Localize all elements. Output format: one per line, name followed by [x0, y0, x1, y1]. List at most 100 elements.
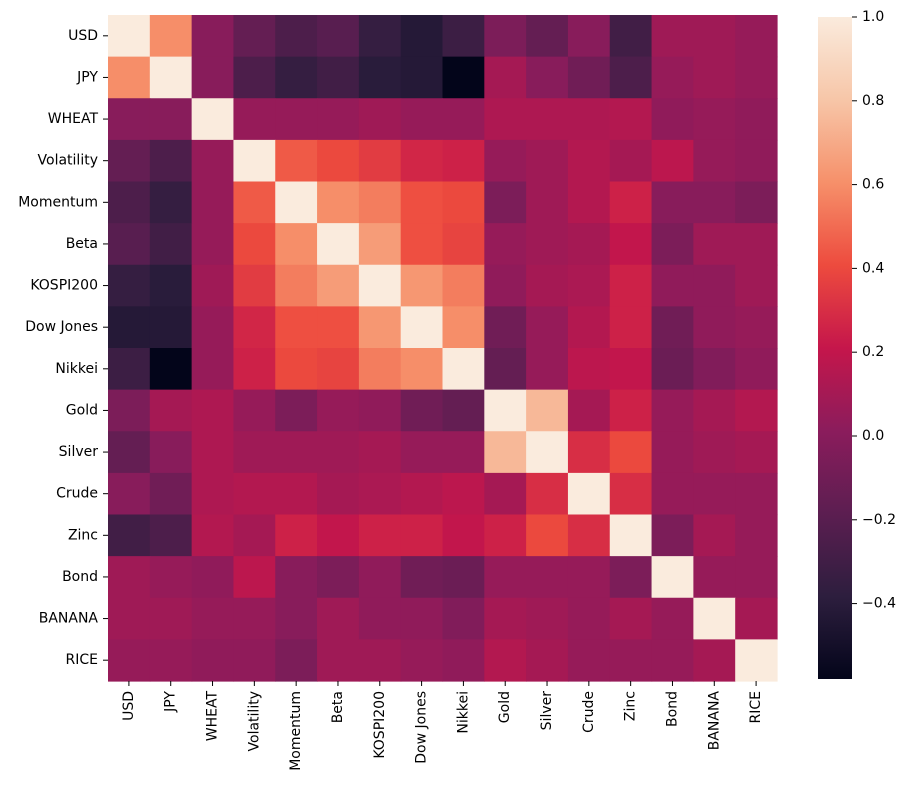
y-tick-label: Crude [56, 486, 98, 502]
y-tick-label: Zinc [68, 527, 98, 543]
heatmap-cell-wheat-zinc [609, 98, 653, 141]
colorbar [818, 17, 852, 679]
heatmap-cell-volatility-nikkei [442, 139, 485, 183]
heatmap-cell-nikkei-rice [735, 348, 778, 391]
y-tick-label: BANANA [39, 611, 99, 627]
heatmap-cell-dow-jones-zinc [609, 306, 653, 349]
heatmap-cell-bond-beta [317, 556, 360, 599]
heatmap-cell-dow-jones-dow-jones [400, 306, 444, 349]
heatmap-cell-nikkei-volatility [233, 348, 276, 391]
x-tick-label: Gold [497, 691, 513, 723]
heatmap-cell-gold-usd [108, 389, 151, 432]
heatmap-cell-nikkei-momentum [275, 348, 318, 391]
heatmap-cell-gold-zinc [609, 389, 653, 432]
heatmap-cell-rice-dow-jones [400, 639, 444, 682]
heatmap-cell-jpy-usd [108, 56, 151, 99]
heatmap-cell-usd-beta [317, 15, 360, 58]
heatmap-cell-dow-jones-rice [735, 306, 778, 349]
heatmap-cell-nikkei-wheat [191, 348, 235, 391]
heatmap-cell-nikkei-silver [526, 348, 569, 391]
heatmap-cell-nikkei-kospi200 [358, 348, 402, 391]
heatmap-cell-kospi200-rice [735, 264, 778, 307]
heatmap-cell-usd-jpy [149, 15, 193, 58]
heatmap-cell-kospi200-dow-jones [400, 264, 444, 307]
heatmap-cell-silver-gold [484, 431, 527, 474]
heatmap-cell-silver-dow-jones [400, 431, 444, 474]
heatmap-cell-zinc-jpy [149, 514, 193, 557]
heatmap-cell-kospi200-momentum [275, 264, 318, 307]
x-tick-label: Zinc [623, 691, 639, 721]
heatmap-cell-banana-wheat [191, 597, 235, 640]
heatmap-cell-beta-beta [317, 223, 360, 266]
heatmap-cell-beta-dow-jones [400, 223, 444, 266]
heatmap-cell-gold-volatility [233, 389, 276, 432]
heatmap-cell-crude-banana [693, 472, 736, 516]
heatmap-cell-gold-silver [526, 389, 569, 432]
heatmap-cell-nikkei-crude [567, 348, 611, 391]
heatmap-cell-rice-usd [108, 639, 151, 682]
heatmap-cell-jpy-nikkei [442, 56, 485, 99]
heatmap-cell-crude-beta [317, 472, 360, 516]
heatmap-cell-kospi200-gold [484, 264, 527, 307]
heatmap-cell-bond-crude [567, 556, 611, 599]
x-tick-label: Bond [664, 691, 680, 727]
heatmap-cell-bond-gold [484, 556, 527, 599]
heatmap-cell-momentum-zinc [609, 181, 653, 224]
heatmap-cell-nikkei-usd [108, 348, 151, 391]
heatmap-cell-beta-nikkei [442, 223, 485, 266]
heatmap-cell-wheat-momentum [275, 98, 318, 141]
heatmap-cell-jpy-volatility [233, 56, 276, 99]
heatmap-cell-kospi200-zinc [609, 264, 653, 307]
heatmap-cell-kospi200-crude [567, 264, 611, 307]
x-tick-label: RICE [748, 691, 764, 723]
heatmap-cell-volatility-banana [693, 139, 736, 183]
heatmap-cell-crude-bond [651, 472, 694, 516]
heatmap-cell-banana-usd [108, 597, 151, 640]
heatmap-cell-silver-usd [108, 431, 151, 474]
heatmap-cell-wheat-wheat [191, 98, 235, 141]
heatmap-cell-silver-zinc [609, 431, 653, 474]
heatmap-cell-volatility-usd [108, 139, 151, 183]
heatmap-cell-gold-jpy [149, 389, 193, 432]
heatmap-cell-jpy-wheat [191, 56, 235, 99]
heatmap-cell-momentum-usd [108, 181, 151, 224]
heatmap-cell-bond-momentum [275, 556, 318, 599]
heatmap-cell-momentum-silver [526, 181, 569, 224]
heatmap-cell-silver-crude [567, 431, 611, 474]
heatmap-cell-jpy-gold [484, 56, 527, 99]
heatmap-cell-banana-kospi200 [358, 597, 402, 640]
x-tick-label: USD [121, 691, 137, 721]
heatmap-cell-bond-banana [693, 556, 736, 599]
heatmap-cell-silver-volatility [233, 431, 276, 474]
y-tick-label: Volatility [38, 153, 98, 169]
heatmap-cell-bond-dow-jones [400, 556, 444, 599]
heatmap-cell-rice-silver [526, 639, 569, 682]
heatmap-cell-rice-gold [484, 639, 527, 682]
x-tick-label: Crude [581, 691, 597, 733]
heatmap-cell-kospi200-bond [651, 264, 694, 307]
y-tick-label: Momentum [18, 194, 98, 210]
heatmap-cell-zinc-rice [735, 514, 778, 557]
heatmap-cell-zinc-nikkei [442, 514, 485, 557]
heatmap-cell-volatility-wheat [191, 139, 235, 183]
heatmap-cell-bond-nikkei [442, 556, 485, 599]
heatmap-cell-silver-momentum [275, 431, 318, 474]
heatmap-cell-nikkei-nikkei [442, 348, 485, 391]
x-tick-label: WHEAT [205, 691, 221, 742]
heatmap-cell-silver-nikkei [442, 431, 485, 474]
heatmap-cell-usd-crude [567, 15, 611, 58]
heatmap-cell-bond-silver [526, 556, 569, 599]
heatmap-cell-banana-nikkei [442, 597, 485, 640]
heatmap-cell-beta-momentum [275, 223, 318, 266]
heatmap-cell-crude-usd [108, 472, 151, 516]
heatmap-cell-zinc-gold [484, 514, 527, 557]
heatmap-cell-bond-zinc [609, 556, 653, 599]
heatmap-cell-jpy-kospi200 [358, 56, 402, 99]
heatmap-cell-jpy-beta [317, 56, 360, 99]
heatmap-cell-volatility-beta [317, 139, 360, 183]
heatmap-cell-silver-silver [526, 431, 569, 474]
heatmap-cell-banana-zinc [609, 597, 653, 640]
heatmap-cell-gold-beta [317, 389, 360, 432]
heatmap-cell-zinc-dow-jones [400, 514, 444, 557]
y-tick-label: Nikkei [55, 361, 98, 377]
